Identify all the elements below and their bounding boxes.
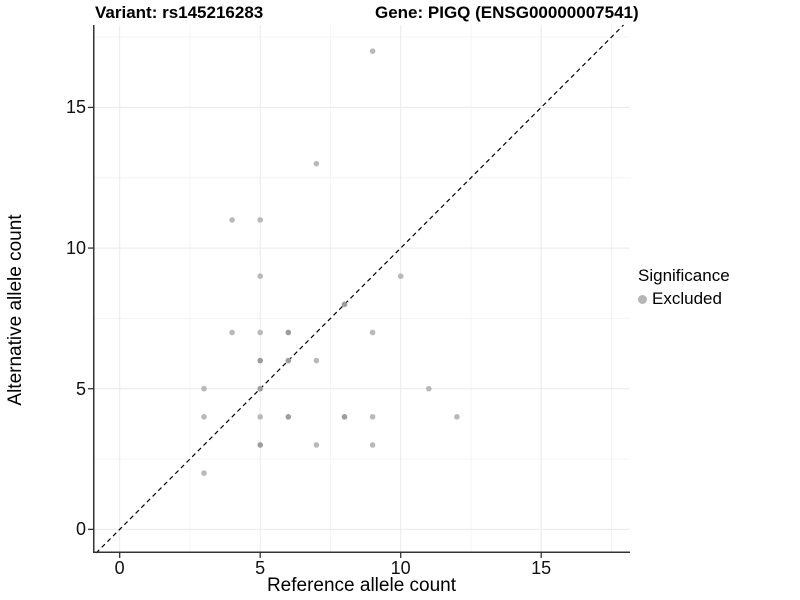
legend-point-icon xyxy=(638,294,647,304)
scatter-point xyxy=(341,301,348,308)
y-tick-label: 15 xyxy=(65,97,86,118)
scatter-point xyxy=(369,414,376,420)
scatter-point xyxy=(257,357,263,364)
scatter-point xyxy=(257,385,263,392)
scatter-point xyxy=(201,414,207,420)
legend: Significance Excluded xyxy=(638,266,730,309)
scatter-point xyxy=(369,442,376,448)
scatter-point xyxy=(257,329,263,336)
legend-item-label: Excluded xyxy=(652,289,722,308)
scatter-point xyxy=(313,357,320,364)
scatter-point xyxy=(313,160,320,167)
x-axis-title: Reference allele count xyxy=(266,575,457,596)
scatter-point xyxy=(426,385,432,392)
x-tick-label: 0 xyxy=(114,558,125,578)
scatter-point xyxy=(369,329,376,336)
scatter-point xyxy=(229,329,235,336)
y-tick-label: 0 xyxy=(75,519,86,540)
scatter-point xyxy=(201,385,207,392)
x-tick-label: 5 xyxy=(255,558,266,578)
plot-title-variant: Variant: rs145216283 xyxy=(95,3,264,22)
scatter-point xyxy=(341,414,348,420)
scatter-point xyxy=(454,414,460,420)
scatter-plot-canvas xyxy=(88,24,630,558)
x-tick-label: 10 xyxy=(390,558,411,578)
scatter-point xyxy=(313,442,320,448)
scatter-point xyxy=(257,273,263,280)
scatter-point xyxy=(285,357,292,364)
scatter-point xyxy=(257,442,263,448)
scatter-point xyxy=(285,414,292,420)
scatter-point xyxy=(257,217,263,223)
identity-line xyxy=(95,24,624,554)
legend-item-excluded: Excluded xyxy=(638,289,730,309)
scatter-point xyxy=(369,48,376,54)
scatter-point xyxy=(257,414,263,420)
y-tick-label: 5 xyxy=(75,378,86,399)
scatter-point xyxy=(397,273,404,280)
plot-panel xyxy=(88,24,630,558)
plot-title-gene: Gene: PIGQ (ENSG00000007541) xyxy=(375,3,639,22)
scatter-point xyxy=(229,217,235,223)
x-tick-label: 15 xyxy=(531,558,552,578)
y-tick-label: 10 xyxy=(65,238,86,259)
scatter-point xyxy=(285,329,292,336)
scatter-point xyxy=(201,470,207,476)
legend-title: Significance xyxy=(638,266,730,285)
